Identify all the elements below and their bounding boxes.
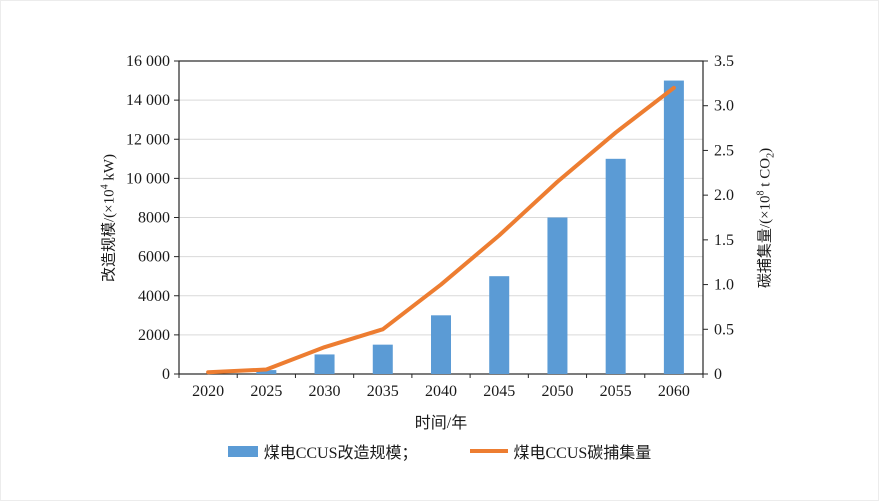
right-axis-tick-label: 3.5 [714,53,734,70]
left-axis-tick-label: 0 [162,366,170,383]
capture-amount-line [206,85,676,375]
left-axis-tick-label: 8000 [138,210,170,227]
right-axis-tick-label: 2.5 [714,142,734,159]
right-axis-tick-label: 2.0 [714,187,734,204]
x-axis-tick-label: 2020 [192,383,224,400]
left-axis-title: 改造规模/(×104 kW) [99,153,118,283]
x-axis-tick-label: 2045 [483,383,515,400]
x-axis-tick-label: 2060 [658,383,690,400]
legend-line-swatch-icon [469,449,508,453]
left-axis-tick-label: 16 000 [126,53,170,70]
x-axis-tick-label: 2050 [541,383,573,400]
x-axis-tick-label: 2035 [367,383,399,400]
left-axis-tick-label: 10 000 [126,170,170,187]
legend-line-label: 煤电CCUS碳捕集量 [513,445,652,462]
bar-2045 [489,276,510,374]
right-axis-tick-label: 0 [714,366,722,383]
legend: 煤电CCUS改造规模； 煤电CCUS碳捕集量 [1,441,878,462]
left-axis-tick-label: 12 000 [126,131,170,148]
left-axis-tick-label: 14 000 [126,92,170,109]
bar-2060 [663,80,684,374]
bar-2040 [431,315,451,374]
right-axis-tick-label: 1.0 [714,277,734,294]
left-axis-tick-label: 2000 [138,327,170,344]
x-axis-tick-label: 2040 [425,383,457,400]
right-axis-tick-label: 0.5 [714,321,734,338]
bar-2035 [372,344,393,374]
bar-2050 [547,217,568,374]
bar-2030 [314,354,335,374]
legend-bar-label: 煤电CCUS改造规模； [263,445,418,462]
right-axis-tick-label: 1.5 [714,232,734,249]
right-axis-tick-label: 3.0 [714,98,734,115]
x-axis-tick-label: 2030 [309,383,341,400]
legend-bar-swatch-icon [227,445,258,457]
left-axis-tick-label: 6000 [138,249,170,266]
right-axis-title: 碳捕集量/(×108 t CO2) [755,147,777,289]
x-axis-tick-label: 2025 [250,383,282,400]
x-axis-title: 时间/年 [414,415,468,432]
x-axis-tick-label: 2055 [600,383,632,400]
bar-2025 [256,370,277,374]
bar-2055 [605,158,626,374]
left-axis-tick-label: 4000 [138,288,170,305]
